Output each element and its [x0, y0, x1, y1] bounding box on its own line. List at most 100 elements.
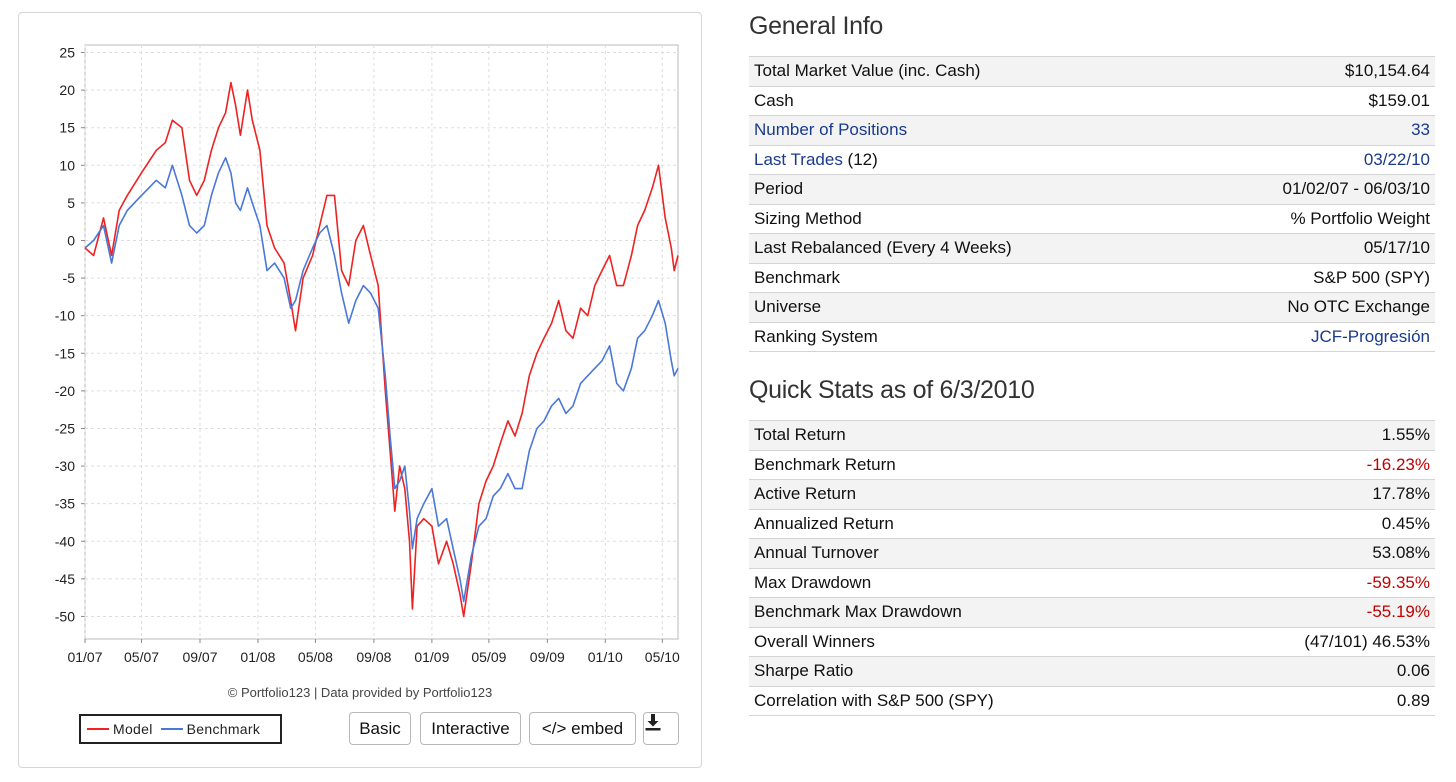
general-info-title: General Info — [749, 12, 883, 40]
x-tick-label: 05/10 — [645, 649, 680, 665]
stat-label: Overall Winners — [754, 631, 875, 651]
embed-chart-button[interactable]: </> embed — [529, 712, 636, 745]
stat-value-cell: JCF-Progresión — [1180, 322, 1435, 352]
stat-label: Benchmark — [754, 267, 840, 287]
y-tick-label: 25 — [59, 45, 75, 61]
y-tick-label: -20 — [55, 383, 75, 399]
stat-label-cell: Active Return — [749, 479, 1194, 510]
legend-item-benchmark: Benchmark — [160, 721, 261, 737]
stat-value: 01/02/07 - 06/03/10 — [1282, 179, 1430, 199]
y-tick-label: -35 — [55, 496, 75, 512]
stat-value-cell: -59.35% — [1193, 568, 1435, 598]
download-icon — [645, 714, 661, 731]
stat-row-last-rebalanced-every-4-weeks: Last Rebalanced (Every 4 Weeks) 05/17/10 — [749, 233, 1435, 264]
y-tick-label: 5 — [67, 195, 75, 211]
interactive-chart-button[interactable]: Interactive — [420, 712, 521, 745]
stat-row-sizing-method: Sizing Method % Portfolio Weight — [749, 204, 1435, 234]
stat-value-cell: $159.01 — [1180, 86, 1435, 116]
stat-label-cell: Correlation with S&P 500 (SPY) — [749, 686, 1194, 716]
y-tick-label: -5 — [63, 270, 76, 286]
stat-row-last-trades: Last Trades (12) 03/22/10 — [749, 145, 1435, 175]
y-tick-label: 15 — [59, 120, 75, 136]
stat-label: Total Return — [754, 425, 846, 445]
stat-label: Benchmark Return — [754, 454, 896, 474]
stat-row-max-drawdown: Max Drawdown -59.35% — [749, 568, 1435, 598]
y-tick-label: 10 — [59, 157, 75, 173]
x-tick-label: 05/07 — [124, 649, 159, 665]
stat-row-benchmark-return: Benchmark Return -16.23% — [749, 450, 1435, 480]
x-tick-label: 01/07 — [67, 649, 102, 665]
performance-chart-panel: 25 20 15 10 5 0 -5 -10 -15 -20 -25 -30 -35 -40 -45 -50 0… — [18, 12, 702, 768]
stat-value-cell: (47/101) 46.53% — [1193, 627, 1435, 657]
download-chart-button[interactable] — [643, 712, 679, 745]
stat-value: $159.01 — [1368, 90, 1430, 110]
stat-label-cell: Max Drawdown — [749, 568, 1194, 598]
x-tick-label: 01/09 — [414, 649, 449, 665]
stat-row-ranking-system: Ranking System JCF-Progresión — [749, 322, 1435, 352]
stat-label-link[interactable]: Last Trades — [754, 149, 843, 169]
stat-label-cell: Overall Winners — [749, 627, 1194, 657]
basic-chart-button[interactable]: Basic — [349, 712, 411, 745]
legend-label-model: Model — [113, 721, 153, 737]
x-tick-label: 09/07 — [182, 649, 217, 665]
x-tick-label: 05/08 — [298, 649, 333, 665]
y-tick-label: -45 — [55, 571, 75, 587]
y-tick-label: -40 — [55, 533, 75, 549]
series-line-benchmark — [84, 157, 679, 603]
stat-label: Correlation with S&P 500 (SPY) — [754, 690, 994, 710]
stat-label: Sharpe Ratio — [754, 661, 854, 681]
stat-row-period: Period 01/02/07 - 06/03/10 — [749, 174, 1435, 205]
x-tick-label: 09/09 — [530, 649, 565, 665]
stat-value-link[interactable]: 03/22/10 — [1363, 149, 1430, 169]
stat-label: Total Market Value (inc. Cash) — [754, 61, 981, 81]
stat-label: Annualized Return — [754, 513, 894, 533]
legend-item-model: Model — [87, 721, 153, 737]
stat-label-link[interactable]: Number of Positions — [754, 120, 908, 140]
stat-label: Sizing Method — [754, 208, 862, 228]
stat-label-cell: Sizing Method — [749, 204, 1181, 234]
stat-label-cell: Number of Positions — [749, 115, 1181, 146]
stat-value: (47/101) 46.53% — [1304, 631, 1430, 651]
stat-value: 0.06 — [1396, 661, 1430, 681]
stat-value-cell: % Portfolio Weight — [1180, 204, 1435, 234]
stat-row-total-market-value-inc-cash: Total Market Value (inc. Cash) $10,154.64 — [749, 56, 1435, 87]
stat-row-overall-winners: Overall Winners (47/101) 46.53% — [749, 627, 1435, 657]
stat-value-cell: 01/02/07 - 06/03/10 — [1180, 174, 1435, 205]
quick-stats-table: Total Return 1.55% Benchmark Return -16.23%… — [749, 420, 1435, 716]
stat-label-cell: Universe — [749, 292, 1181, 323]
stat-value-cell: S&P 500 (SPY) — [1180, 263, 1435, 293]
stat-value-cell: 05/17/10 — [1180, 233, 1435, 264]
stat-label: Universe — [754, 297, 822, 317]
stat-value-cell: 33 — [1180, 115, 1435, 146]
stat-value: -16.23% — [1366, 454, 1430, 474]
stat-label-cell: Annual Turnover — [749, 538, 1194, 569]
stat-row-active-return: Active Return 17.78% — [749, 479, 1435, 510]
stat-label-suffix: (12) — [842, 149, 878, 169]
chart-legend: Model Benchmark — [79, 714, 282, 744]
stat-value: 53.08% — [1372, 543, 1430, 563]
legend-swatch-benchmark — [160, 728, 183, 730]
stat-value: 17.78% — [1372, 484, 1430, 504]
stat-value: 05/17/10 — [1363, 238, 1430, 258]
stat-value: S&P 500 (SPY) — [1313, 267, 1430, 287]
legend-swatch-model — [87, 728, 109, 730]
stat-label-cell: Annualized Return — [749, 509, 1194, 539]
stat-label-cell: Cash — [749, 86, 1181, 116]
stat-value: No OTC Exchange — [1287, 297, 1430, 317]
stat-value: 1.55% — [1381, 425, 1430, 445]
performance-line-chart: 25 20 15 10 5 0 -5 -10 -15 -20 -25 -30 -35 -40 -45 -50 0… — [55, 44, 680, 665]
stat-value-link[interactable]: 33 — [1411, 120, 1430, 140]
stat-label: Last Rebalanced (Every 4 Weeks) — [754, 238, 1012, 258]
stat-label-cell: Total Return — [749, 420, 1194, 451]
stat-value-cell: 53.08% — [1193, 538, 1435, 569]
stat-label-cell: Benchmark Return — [749, 450, 1194, 480]
stat-value-link[interactable]: JCF-Progresión — [1310, 326, 1430, 346]
stat-label: Benchmark Max Drawdown — [754, 602, 962, 622]
stat-value-cell: -55.19% — [1193, 597, 1435, 628]
stat-value-cell: 17.78% — [1193, 479, 1435, 510]
quick-stats-title: Quick Stats as of 6/3/2010 — [749, 376, 1035, 404]
stat-row-number-of-positions: Number of Positions 33 — [749, 115, 1435, 146]
stat-row-sharpe-ratio: Sharpe Ratio 0.06 — [749, 656, 1435, 687]
x-tick-label: 05/09 — [471, 649, 506, 665]
stat-label-cell: Last Rebalanced (Every 4 Weeks) — [749, 233, 1181, 264]
